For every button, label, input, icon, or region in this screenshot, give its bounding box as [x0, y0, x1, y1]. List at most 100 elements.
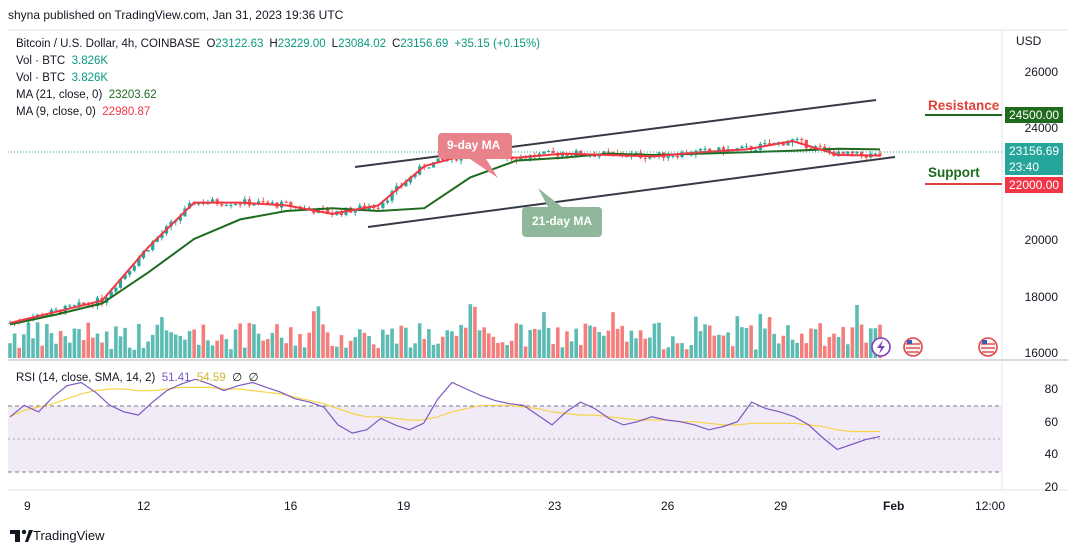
volume-bar: [611, 312, 615, 358]
volume-bar: [376, 348, 381, 358]
volume-bar: [776, 343, 781, 358]
volume-bar: [827, 336, 832, 358]
footer-brand[interactable]: TradingView: [33, 528, 105, 543]
volume-bar: [31, 338, 35, 358]
volume-bar: [537, 329, 542, 358]
candle-body: [666, 156, 670, 158]
candle-body: [551, 150, 555, 153]
candle-body: [160, 233, 164, 238]
legend-ma21-row: MA (21, close, 0) 23203.62: [16, 89, 157, 101]
candle-body: [781, 142, 785, 146]
candle-body: [266, 202, 270, 204]
volume-bar: [408, 347, 413, 358]
volume-bar: [335, 346, 339, 358]
volume-bar: [150, 334, 155, 358]
volume-bar: [689, 345, 694, 358]
volume-bar: [298, 334, 302, 358]
volume-bar: [772, 333, 776, 358]
volume-bar: [597, 332, 602, 358]
candle-body: [519, 157, 523, 161]
volume-bar: [284, 343, 288, 358]
lightning-event-icon[interactable]: [871, 337, 891, 357]
candle-body: [8, 322, 12, 324]
price-tick: 18000: [1024, 290, 1058, 304]
volume-bar: [45, 324, 49, 358]
chart-legend: Bitcoin / U.S. Dollar, 4h, COINBASE O231…: [16, 36, 546, 121]
volume-bar: [293, 345, 298, 358]
volume-bar: [629, 330, 634, 358]
volume-bar: [95, 333, 100, 358]
volume-bar: [845, 344, 850, 358]
volume-bar: [123, 327, 127, 358]
volume-bar: [809, 328, 813, 358]
volume-bar: [505, 345, 509, 358]
candle-body: [441, 158, 445, 160]
volume-bar: [270, 332, 275, 358]
candle-body: [859, 151, 864, 156]
candle-body: [381, 202, 385, 208]
volume-bar: [625, 341, 629, 358]
volume-bar: [620, 325, 625, 358]
volume-bar: [54, 343, 58, 358]
price-change: +35.15 (+0.15%): [454, 38, 540, 50]
volume-bar: [252, 324, 256, 358]
candle-body: [431, 162, 436, 168]
volume-bar: [394, 343, 399, 358]
volume-bar: [422, 338, 427, 358]
volume-bar: [242, 347, 247, 358]
candle-body: [767, 143, 772, 145]
volume-bar: [496, 342, 500, 358]
price-tick: 20000: [1024, 233, 1058, 247]
volume-bar: [330, 345, 335, 358]
candle-body: [123, 274, 127, 279]
volume-bar: [491, 336, 496, 358]
candle-body: [114, 287, 118, 292]
volume-bar: [256, 333, 261, 358]
volume-bar: [822, 345, 827, 358]
candle-body: [238, 203, 242, 205]
axis-currency: USD: [1016, 34, 1042, 48]
volume-bars: [8, 304, 882, 358]
volume-bar: [247, 322, 252, 358]
us-flag-event-icon[interactable]: [903, 337, 923, 357]
volume-bar: [81, 339, 86, 358]
volume-bar: [864, 342, 868, 358]
volume-bar: [519, 324, 523, 358]
candle-body: [151, 241, 155, 251]
volume-bar: [215, 340, 219, 358]
candle-body: [818, 146, 822, 148]
volume-bar: [358, 329, 362, 358]
volume-bar: [574, 328, 578, 358]
candle-body: [560, 153, 564, 157]
symbol-name: Bitcoin / U.S. Dollar, 4h, COINBASE: [16, 38, 201, 50]
rsi-tick: 60: [1044, 415, 1058, 429]
publisher-line: shyna published on TradingView.com, Jan …: [8, 8, 344, 22]
us-flag-event-icon-2[interactable]: [978, 337, 998, 357]
candle-body: [141, 251, 146, 259]
volume-bar: [229, 349, 233, 358]
volume-bar: [427, 329, 431, 358]
volume-bar: [560, 347, 565, 358]
volume-bar: [868, 328, 873, 358]
volume-bar: [753, 349, 758, 358]
candle-body: [155, 237, 159, 242]
candle-body: [841, 151, 845, 154]
candle-body: [220, 204, 224, 206]
volume-bar: [850, 327, 855, 358]
volume-bar: [767, 317, 772, 358]
bar-countdown: 23:40: [1009, 160, 1040, 174]
volume-bar: [795, 342, 799, 358]
volume-bar: [615, 328, 620, 358]
volume-bar: [790, 339, 795, 358]
rsi-line: [9, 378, 881, 451]
support-price-badge: 22000.00: [1005, 177, 1064, 193]
volume-bar: [578, 344, 583, 358]
volume-bar: [8, 343, 12, 358]
volume-bar: [183, 339, 187, 358]
volume-bar: [450, 331, 454, 358]
volume-bar: [279, 337, 284, 358]
candle-body: [82, 302, 86, 305]
volume-bar: [312, 311, 316, 358]
volume-bar: [523, 346, 528, 358]
